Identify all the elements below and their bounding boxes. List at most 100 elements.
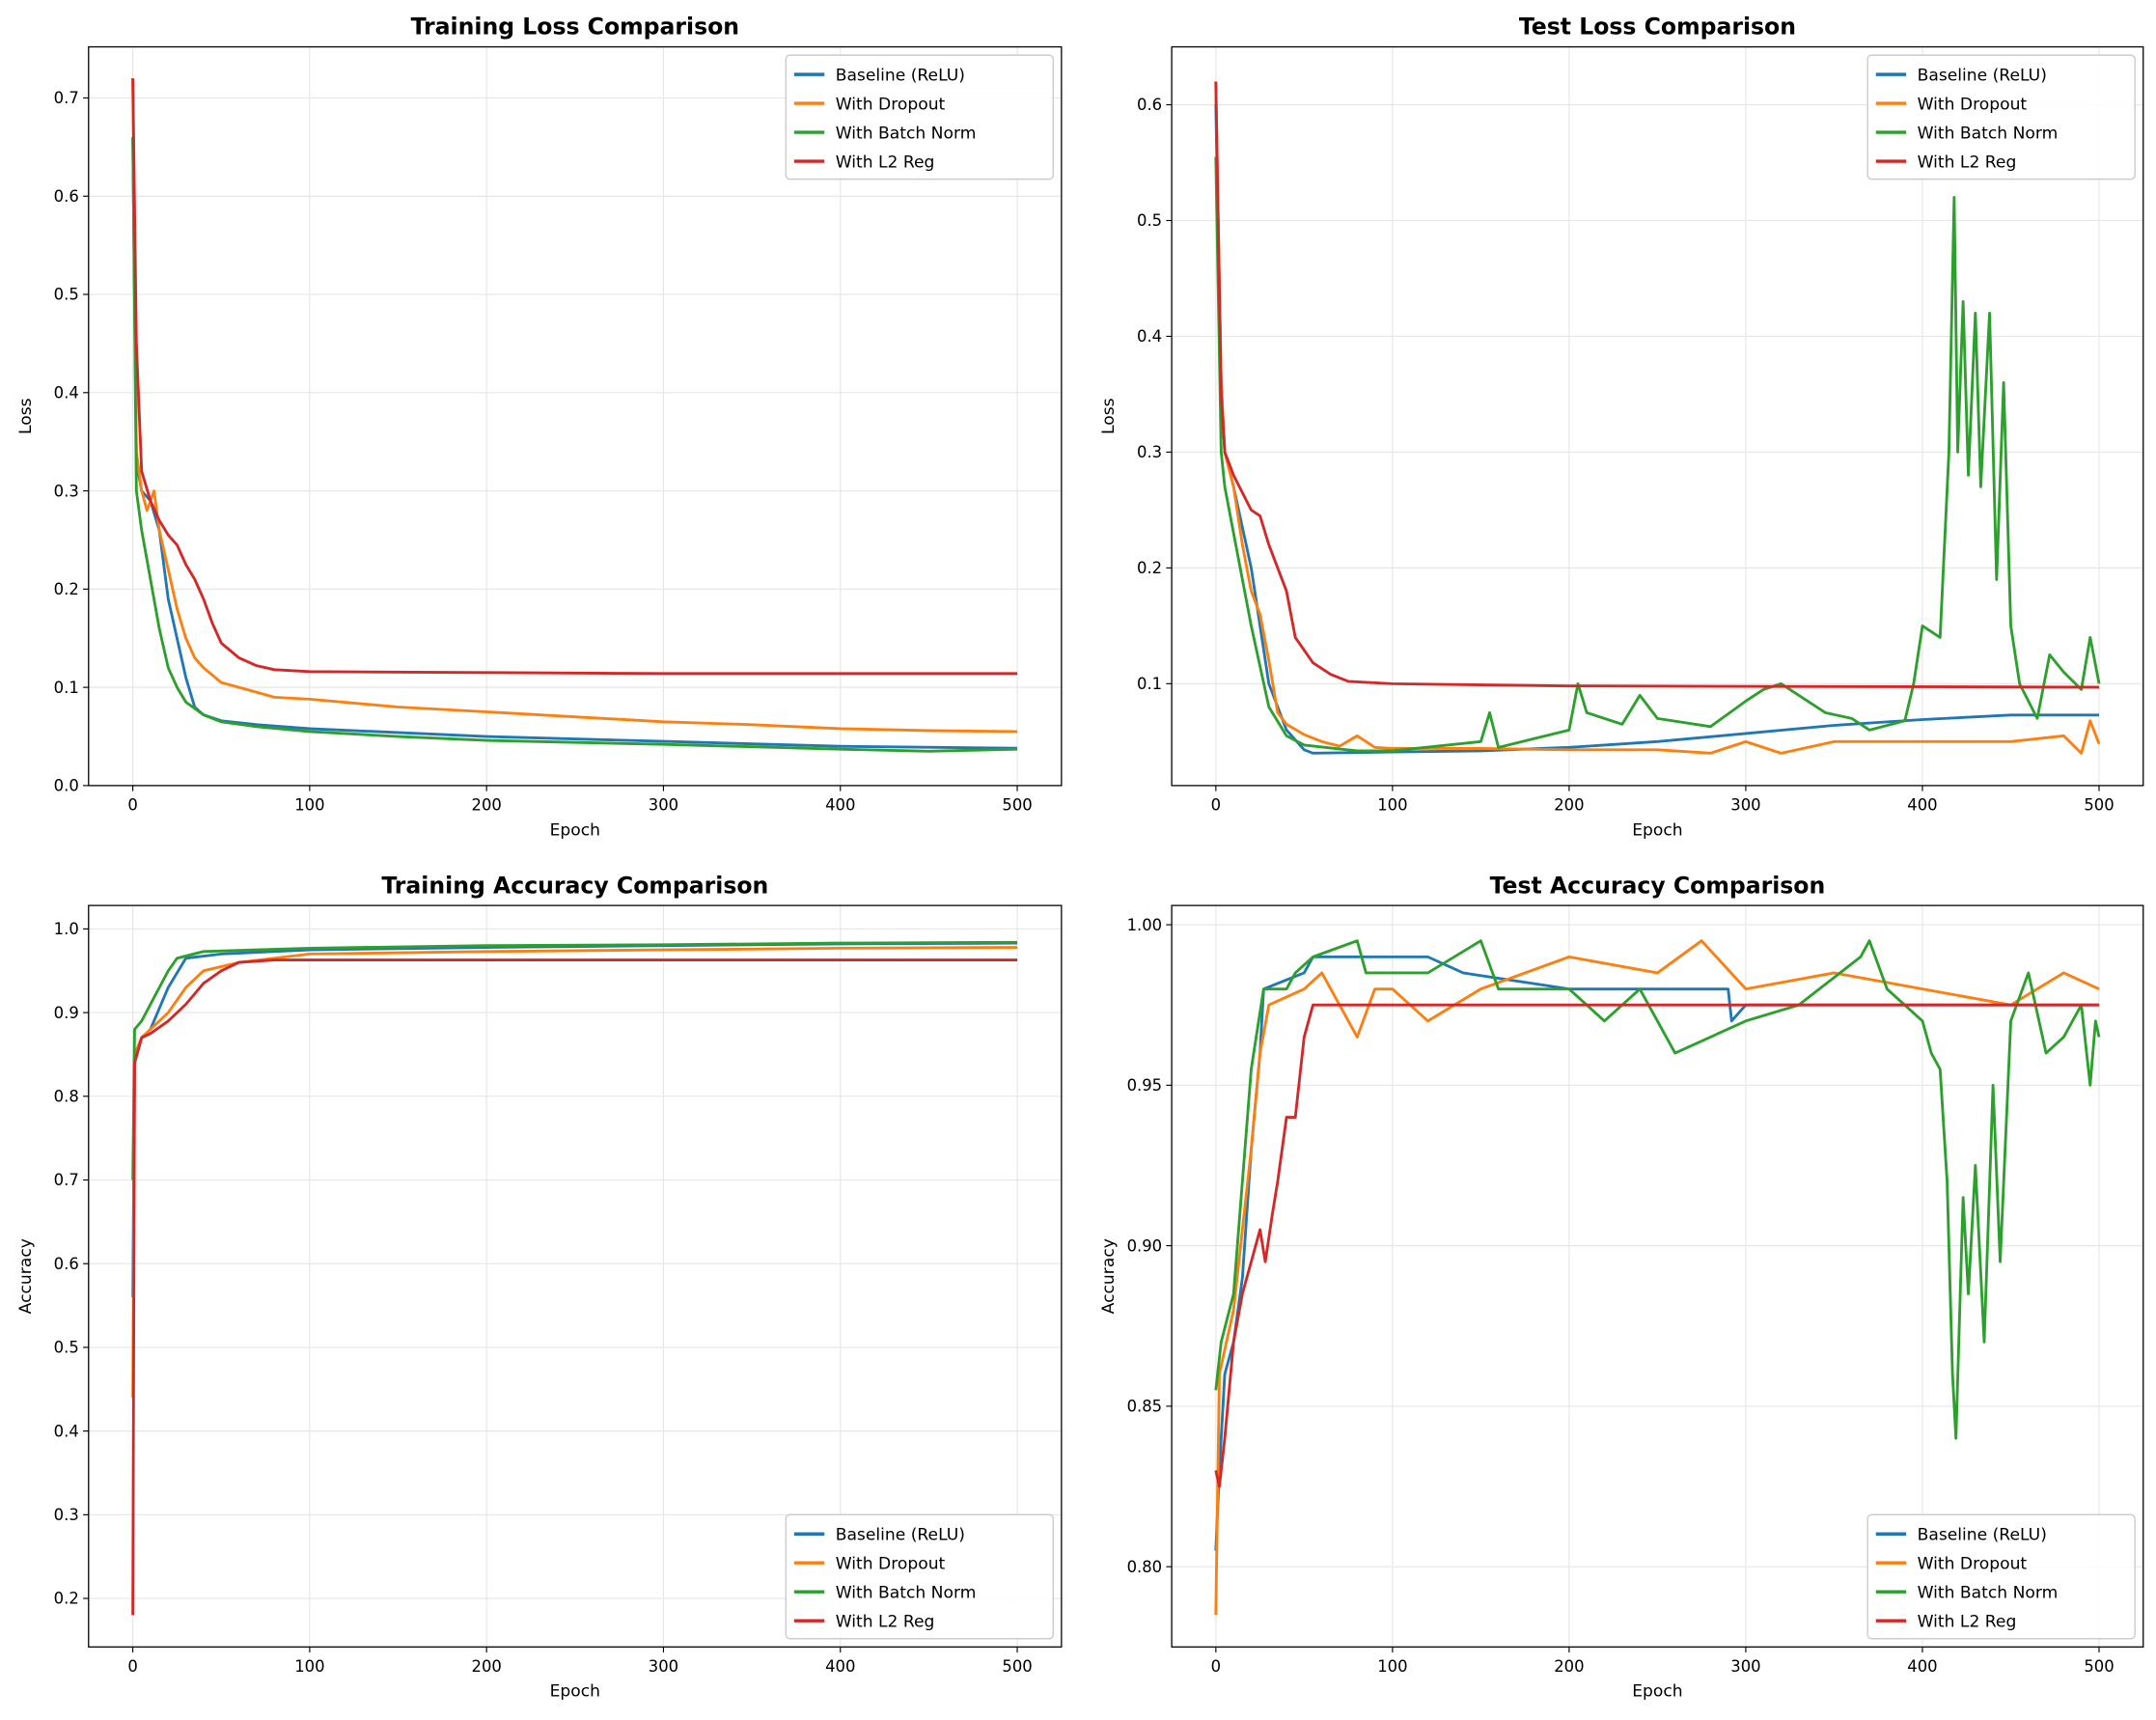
legend-entry: With Batch Norm xyxy=(1918,1584,2059,1603)
y-tick-label: 0.1 xyxy=(1137,675,1162,693)
x-tick-label: 0 xyxy=(127,796,137,815)
y-tick-label: 0.8 xyxy=(54,1088,79,1106)
y-tick-label: 1.0 xyxy=(54,920,79,938)
legend-entry: Baseline (ReLU) xyxy=(1918,1526,2047,1545)
x-axis-label: Epoch xyxy=(1632,820,1682,840)
chart-title: Training Accuracy Comparison xyxy=(381,872,768,899)
series-line-baseline-relu xyxy=(131,941,1018,1297)
y-axis-label: Accuracy xyxy=(1099,1238,1119,1314)
legend-entry: With Batch Norm xyxy=(836,125,977,144)
y-tick-label: 0.6 xyxy=(1137,96,1162,114)
y-tick-label: 0.7 xyxy=(54,1171,79,1189)
x-tick-label: 100 xyxy=(1377,1657,1407,1676)
y-axis-label: Loss xyxy=(1099,398,1119,434)
y-tick-label: 0.3 xyxy=(54,1506,79,1524)
legend-entry: With Dropout xyxy=(1918,1555,2028,1574)
x-tick-label: 100 xyxy=(294,796,324,815)
legend: Baseline (ReLU) With Dropout With Batch No… xyxy=(785,54,1055,180)
y-tick-label: 0.3 xyxy=(1137,443,1162,461)
x-tick-label: 500 xyxy=(1002,1657,1032,1676)
axes-frame xyxy=(88,904,1063,1648)
y-tick-label: 0.6 xyxy=(54,187,79,206)
legend-box xyxy=(785,54,1055,180)
y-tick-label: 0.5 xyxy=(54,1339,79,1357)
series-line-baseline-relu xyxy=(131,137,1018,750)
x-tick-label: 400 xyxy=(825,1657,855,1676)
x-axis-label: Epoch xyxy=(550,1682,600,1702)
legend-entry: With L2 Reg xyxy=(1918,1613,2017,1632)
subplot-0: 0 100 200 300 400 500 0.0 0.1 0.2 0.3 0.4 0.5 0.6 0.7… xyxy=(16,14,1063,840)
series-line-with-dropout xyxy=(131,946,1018,1398)
y-tick-label: 1.00 xyxy=(1127,916,1163,934)
x-tick-label: 300 xyxy=(649,1657,678,1676)
x-tick-label: 0 xyxy=(1211,796,1221,815)
x-axis-label: Epoch xyxy=(550,820,600,840)
axes-frame xyxy=(1171,904,2144,1648)
subplot-2: 0 100 200 300 400 500 0.2 0.3 0.4 0.5 0.6 0.7 0.8 0.9… xyxy=(16,872,1063,1702)
subplot-1: 0 100 200 300 400 500 0.1 0.2 0.3 0.4 0.5 0.6 Test L… xyxy=(1099,14,2144,840)
legend-entry: With Batch Norm xyxy=(1918,125,2059,144)
x-tick-label: 200 xyxy=(472,796,502,815)
y-tick-label: 0.85 xyxy=(1127,1398,1163,1416)
x-tick-label: 300 xyxy=(649,796,678,815)
chart-title: Test Accuracy Comparison xyxy=(1490,872,1826,899)
y-axis-label: Accuracy xyxy=(16,1238,36,1314)
y-tick-label: 0.3 xyxy=(54,482,79,500)
legend-box xyxy=(785,1513,1055,1640)
axes-frame xyxy=(1171,45,2144,787)
x-tick-label: 500 xyxy=(1002,796,1032,815)
y-tick-label: 0.95 xyxy=(1127,1076,1163,1095)
series-line-with-l2-reg xyxy=(1214,1003,2100,1488)
series-line-with-batch-norm xyxy=(131,137,1018,753)
legend-entry: With Dropout xyxy=(836,1555,946,1574)
y-tick-label: 0.80 xyxy=(1127,1558,1163,1576)
y-tick-label: 0.0 xyxy=(54,777,79,795)
series-line-with-l2-reg xyxy=(131,958,1018,1616)
y-tick-label: 0.4 xyxy=(54,1422,79,1440)
x-tick-label: 400 xyxy=(1907,796,1937,815)
x-tick-label: 400 xyxy=(825,796,855,815)
legend: Baseline (ReLU) With Dropout With Batch No… xyxy=(1866,54,2136,180)
x-tick-label: 200 xyxy=(1554,1657,1584,1676)
x-axis-label: Epoch xyxy=(1632,1682,1682,1702)
y-tick-label: 0.4 xyxy=(1137,327,1162,346)
axes-frame xyxy=(88,45,1063,787)
x-tick-label: 0 xyxy=(1211,1657,1221,1676)
series-line-with-dropout xyxy=(1214,81,2101,755)
x-tick-label: 300 xyxy=(1730,796,1760,815)
y-tick-label: 0.2 xyxy=(54,1590,79,1608)
x-tick-label: 400 xyxy=(1907,1657,1937,1676)
y-axis-label: Loss xyxy=(16,398,36,434)
y-tick-label: 0.5 xyxy=(1137,211,1162,230)
subplot-3: 0 100 200 300 400 500 0.80 0.85 0.90 0.95 1.00 Test… xyxy=(1099,872,2144,1702)
x-tick-label: 100 xyxy=(1377,796,1407,815)
y-tick-label: 0.7 xyxy=(54,89,79,107)
legend-entry: Baseline (ReLU) xyxy=(836,67,965,86)
series-line-with-dropout xyxy=(131,78,1018,734)
legend-box xyxy=(1866,54,2136,180)
legend-entry: With Dropout xyxy=(836,96,946,115)
y-tick-label: 0.90 xyxy=(1127,1236,1163,1255)
legend-entry: With Dropout xyxy=(1918,96,2028,115)
x-tick-label: 100 xyxy=(294,1657,324,1676)
y-tick-label: 0.2 xyxy=(54,580,79,598)
legend-entry: With L2 Reg xyxy=(1918,153,2017,172)
y-tick-label: 0.6 xyxy=(54,1255,79,1273)
chart-title: Test Loss Comparison xyxy=(1519,14,1796,41)
series-line-with-l2-reg xyxy=(131,78,1018,676)
legend: Baseline (ReLU) With Dropout With Batch No… xyxy=(785,1513,1055,1640)
x-tick-label: 200 xyxy=(472,1657,502,1676)
legend-entry: Baseline (ReLU) xyxy=(836,1526,965,1545)
y-tick-label: 0.4 xyxy=(54,384,79,402)
legend-entry: Baseline (ReLU) xyxy=(1918,67,2047,86)
y-tick-label: 0.2 xyxy=(1137,559,1162,577)
x-tick-label: 200 xyxy=(1554,796,1584,815)
legend: Baseline (ReLU) With Dropout With Batch No… xyxy=(1866,1513,2136,1640)
y-tick-label: 0.1 xyxy=(54,679,79,697)
legend-box xyxy=(1866,1513,2136,1640)
legend-entry: With L2 Reg xyxy=(836,1613,935,1632)
chart-title: Training Loss Comparison xyxy=(411,14,739,41)
x-tick-label: 300 xyxy=(1730,1657,1760,1676)
series-line-with-batch-norm xyxy=(1214,156,2101,753)
